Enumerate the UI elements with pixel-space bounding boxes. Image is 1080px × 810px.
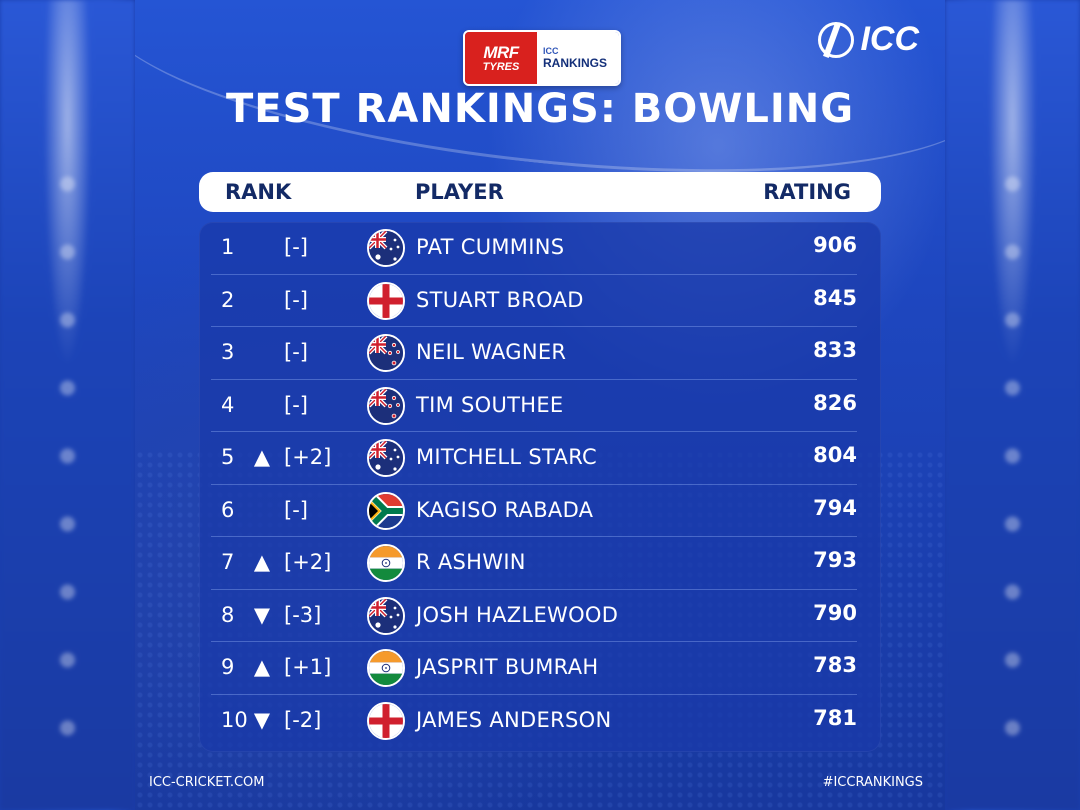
- rank-change: [+2]: [284, 550, 332, 574]
- rank-change: [-]: [284, 340, 308, 364]
- rank-header: RANK: [225, 180, 292, 204]
- player-name: NEIL WAGNER: [416, 340, 567, 364]
- up-arrow-icon: ▲: [253, 445, 271, 469]
- row-divider: [211, 273, 857, 275]
- icc-logo-text: ICC: [860, 20, 919, 58]
- rating-header: RATING: [763, 180, 851, 204]
- player-name: JOSH HAZLEWOOD: [416, 602, 619, 627]
- row-divider: [211, 431, 857, 432]
- player-name: JAMES ANDERSON: [416, 707, 612, 732]
- main-panel: MRF TYRES ICC RANKINGS ICC TEST RANKINGS…: [135, 0, 945, 810]
- india-flag-icon: [367, 544, 405, 582]
- table-row: 1 [-] PAT CUMMINS 906: [199, 222, 881, 275]
- down-arrow-icon: ▼: [253, 707, 271, 732]
- mrf-text: MRF: [483, 42, 519, 62]
- rank-change: [-2]: [284, 707, 322, 732]
- india-flag-icon: [367, 649, 405, 687]
- website-url: ICC-CRICKET.COM: [149, 775, 265, 790]
- cricket-ball-icon: [818, 21, 855, 58]
- table-row: 4 [-] TIM SOUTHEE 826: [199, 380, 881, 432]
- rankings-label: RANKINGS: [543, 56, 608, 70]
- player-name: STUART BROAD: [416, 287, 584, 312]
- table-row: 5 ▲ [+2] MITCHELL STARC 804: [199, 432, 881, 485]
- player-name: JASPRIT BUMRAH: [416, 655, 599, 679]
- player-rating: 794: [813, 495, 857, 520]
- row-divider: [211, 641, 857, 642]
- table-row: 9 ▲ [+1] JASPRIT BUMRAH 783: [199, 642, 881, 695]
- player-rating: 783: [813, 653, 857, 677]
- player-rating: 833: [813, 338, 857, 362]
- player-name: MITCHELL STARC: [416, 445, 598, 469]
- icc-small-text: ICC: [543, 46, 559, 56]
- rank-change: [-3]: [284, 602, 322, 627]
- england-flag-icon: [367, 701, 405, 740]
- up-arrow-icon: ▲: [253, 550, 271, 574]
- player-name: KAGISO RABADA: [416, 497, 594, 522]
- rank-number: 8: [221, 602, 235, 627]
- player-rating: 845: [813, 285, 857, 310]
- player-rating: 790: [813, 600, 857, 625]
- table-row: 3 [-] NEIL WAGNER 833: [199, 327, 881, 380]
- rank-change: [-]: [284, 497, 308, 522]
- tyres-text: TYRES: [482, 60, 520, 73]
- player-rating: 826: [813, 390, 857, 415]
- rank-change: [-]: [284, 287, 308, 312]
- south-africa-flag-icon: [367, 491, 405, 530]
- player-name: R ASHWIN: [416, 550, 526, 574]
- background-blur-right: [945, 0, 1080, 810]
- table-row: 2 [-] STUART BROAD 845: [199, 275, 881, 327]
- page-title: TEST RANKINGS: BOWLING: [225, 86, 855, 132]
- row-divider: [211, 483, 857, 485]
- table-row: 8 ▼ [-3] JOSH HAZLEWOOD 790: [199, 590, 881, 642]
- player-rating: 781: [813, 705, 857, 730]
- player-name: TIM SOUTHEE: [416, 392, 564, 417]
- australia-flag-icon: [367, 439, 405, 477]
- rankings-table: 1 [-] PAT CUMMINS 906 2 [-] STUART BROAD 845 3 [-…: [199, 222, 881, 752]
- row-divider: [211, 378, 857, 380]
- rank-number: 5: [221, 445, 235, 469]
- australia-flag-icon: [367, 229, 405, 267]
- row-divider: [211, 536, 857, 537]
- rank-change: [-]: [284, 392, 308, 417]
- row-divider: [211, 326, 857, 327]
- player-rating: 906: [813, 233, 857, 257]
- table-row: 10 ▼ [-2] JAMES ANDERSON 781: [199, 695, 881, 748]
- player-rating: 804: [813, 443, 857, 467]
- table-row: 6 [-] KAGISO RABADA 794: [199, 485, 881, 537]
- rank-number: 3: [221, 340, 235, 364]
- player-rating: 793: [813, 548, 857, 572]
- rank-change: [-]: [284, 235, 308, 259]
- rank-number: 1: [221, 235, 235, 259]
- player-header: PLAYER: [415, 180, 504, 204]
- hashtag: #ICCRANKINGS: [822, 775, 923, 790]
- rank-change: [+2]: [284, 445, 332, 469]
- player-name: PAT CUMMINS: [416, 235, 565, 259]
- table-row: 7 ▲ [+2] R ASHWIN 793: [199, 537, 881, 590]
- rank-number: 9: [221, 655, 235, 679]
- new-zealand-flag-icon: [367, 334, 405, 372]
- australia-flag-icon: [367, 596, 405, 635]
- rank-change: [+1]: [284, 655, 332, 679]
- table-header: RANK PLAYER RATING: [199, 172, 881, 212]
- row-divider: [211, 588, 857, 590]
- england-flag-icon: [367, 281, 405, 320]
- mrf-sponsor-logo: MRF TYRES ICC RANKINGS: [463, 30, 621, 86]
- icc-logo: ICC: [818, 20, 919, 59]
- row-divider: [211, 693, 857, 695]
- rank-number: 2: [221, 287, 235, 312]
- background-blur-left: [0, 0, 135, 810]
- up-arrow-icon: ▲: [253, 655, 271, 679]
- new-zealand-flag-icon: [367, 386, 405, 425]
- rank-number: 7: [221, 550, 235, 574]
- rank-number: 6: [221, 497, 235, 522]
- rank-number: 4: [221, 392, 235, 417]
- down-arrow-icon: ▼: [253, 602, 271, 627]
- rank-number: 10: [221, 707, 248, 732]
